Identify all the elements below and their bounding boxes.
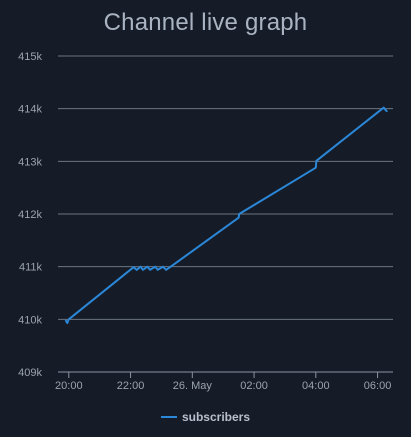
x-axis: 20:00 22:00 26. May 02:00 04:00 06:00 bbox=[55, 372, 391, 392]
grid-lines bbox=[58, 55, 393, 373]
data-point[interactable] bbox=[142, 269, 144, 271]
x-tick-label: 06:00 bbox=[364, 380, 392, 392]
y-axis-ticks: 409k 410k 411k 412k 413k 414k 415k bbox=[18, 51, 42, 379]
y-tick-label: 411k bbox=[19, 262, 43, 274]
data-point[interactable] bbox=[165, 269, 167, 271]
data-point[interactable] bbox=[238, 213, 241, 215]
data-point[interactable] bbox=[156, 269, 159, 271]
data-point[interactable] bbox=[162, 265, 164, 268]
data-point[interactable] bbox=[386, 110, 388, 113]
legend[interactable]: subscribers bbox=[0, 410, 411, 424]
data-point[interactable] bbox=[66, 322, 69, 324]
data-point[interactable] bbox=[68, 318, 70, 321]
chart-title: Channel live graph bbox=[103, 9, 308, 36]
y-tick-label: 413k bbox=[18, 156, 42, 168]
x-tick-label: 26. May bbox=[173, 380, 213, 392]
x-tick-label: 22:00 bbox=[117, 380, 145, 392]
y-tick-label: 412k bbox=[18, 209, 42, 221]
data-point[interactable] bbox=[315, 166, 317, 169]
data-point[interactable] bbox=[64, 319, 67, 322]
data-point[interactable] bbox=[237, 216, 240, 219]
legend-swatch bbox=[160, 415, 177, 418]
data-point[interactable] bbox=[382, 106, 385, 109]
y-tick-label: 415k bbox=[18, 51, 42, 63]
y-tick-label: 414k bbox=[18, 104, 42, 116]
series-line-subscribers[interactable] bbox=[64, 106, 388, 324]
x-tick-label: 20:00 bbox=[55, 380, 83, 392]
data-point[interactable] bbox=[154, 265, 157, 268]
y-tick-label: 410k bbox=[18, 314, 42, 326]
x-tick-label: 02:00 bbox=[240, 380, 268, 392]
data-point[interactable] bbox=[135, 269, 138, 271]
data-point[interactable] bbox=[169, 265, 172, 268]
y-tick-label: 409k bbox=[18, 367, 42, 379]
data-point[interactable] bbox=[132, 266, 135, 268]
data-point[interactable] bbox=[149, 269, 151, 271]
data-point[interactable] bbox=[146, 265, 149, 268]
data-point[interactable] bbox=[139, 265, 142, 268]
legend-label: subscribers bbox=[181, 410, 251, 424]
x-tick-label: 04:00 bbox=[302, 380, 330, 392]
series-layer bbox=[64, 106, 388, 324]
data-point[interactable] bbox=[315, 160, 318, 162]
